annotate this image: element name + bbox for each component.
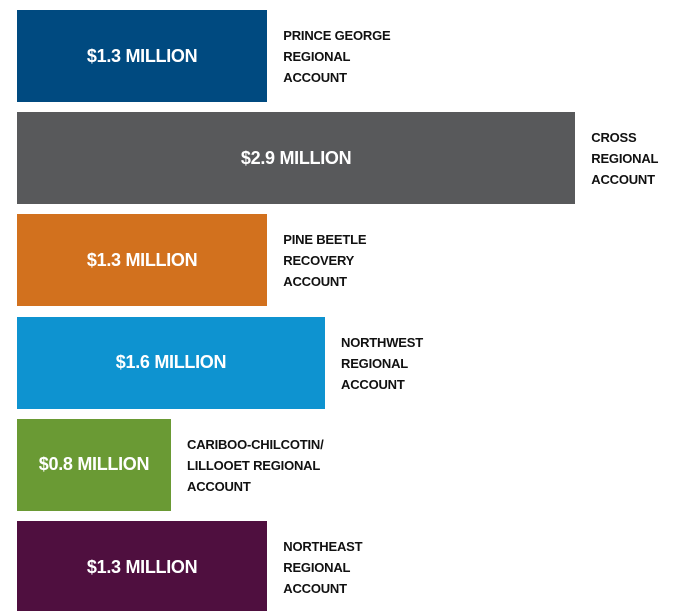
value-label: $2.9 MILLION: [240, 147, 352, 168]
bar: $1.6 MILLION: [17, 316, 325, 409]
category-label: PINE BEETLE RECOVERY ACCOUNT: [283, 232, 367, 290]
bar: $2.9 MILLION: [17, 112, 576, 205]
category-label: PRINCE GEORGE REGIONAL ACCOUNT: [283, 28, 391, 85]
category-label: CARIBOO-CHILCOTIN/ LILLOOET REGIONAL ACC…: [187, 436, 324, 494]
bar: $1.3 MILLION: [17, 10, 268, 102]
category-label: NORTHWEST REGIONAL ACCOUNT: [341, 334, 423, 392]
bar: $1.3 MILLION: [17, 214, 268, 307]
bar: $0.8 MILLION: [17, 418, 171, 511]
value-label: $1.3 MILLION: [86, 45, 198, 66]
value-label: $0.8 MILLION: [38, 454, 150, 475]
category-label: CROSS REGIONAL ACCOUNT: [591, 130, 659, 188]
value-label: $1.3 MILLION: [86, 249, 198, 270]
value-label: $1.3 MILLION: [86, 556, 198, 577]
category-label: NORTHEAST REGIONAL ACCOUNT: [283, 539, 363, 596]
value-label: $1.6 MILLION: [115, 352, 227, 373]
bar: $1.3 MILLION: [17, 521, 268, 611]
